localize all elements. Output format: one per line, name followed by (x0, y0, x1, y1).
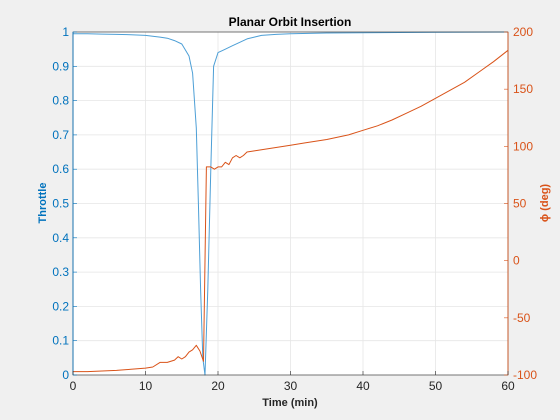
x-tick-label: 60 (501, 379, 515, 393)
x-tick-label: 40 (356, 379, 370, 393)
y-left-tick-label: 0.3 (52, 265, 69, 279)
left-axis: 0 0.1 0.2 0.3 0.4 0.5 0.6 0.7 0.8 0.9 1 (52, 25, 77, 382)
y-left-tick-label: 0.8 (52, 94, 69, 108)
y-left-tick-label: 0.2 (52, 299, 69, 313)
y-right-tick-label: -100 (513, 368, 537, 382)
series-layer (73, 31, 509, 376)
y-right-tick-label: 200 (513, 25, 533, 39)
y-axis-right-label: ϕ (deg) (539, 184, 551, 223)
y-left-tick-label: 0.4 (52, 231, 69, 245)
phi-series-line (73, 49, 509, 373)
bottom-axis: 0 10 20 30 40 50 60 (70, 371, 515, 393)
x-tick-label: 30 (284, 379, 298, 393)
y-left-tick-label: 1 (62, 25, 69, 39)
y-left-tick-label: 0.1 (52, 334, 69, 348)
y-left-tick-label: 0 (62, 368, 69, 382)
throttle-series-line (73, 31, 509, 376)
y-right-tick-label: 150 (513, 82, 533, 96)
y-right-tick-label: 100 (513, 139, 533, 153)
y-left-tick-label: 0.9 (52, 59, 69, 73)
y-right-tick-label: 0 (513, 254, 520, 268)
y-axis-left-label: Throttle (37, 183, 49, 224)
chart-title: Planar Orbit Insertion (229, 15, 352, 29)
x-axis-label: Time (min) (262, 397, 318, 409)
x-tick-label: 50 (429, 379, 443, 393)
y-left-tick-label: 0.5 (52, 197, 69, 211)
x-tick-label: 10 (139, 379, 153, 393)
x-tick-label: 20 (211, 379, 225, 393)
y-right-tick-label: -50 (513, 311, 531, 325)
y-left-tick-label: 0.7 (52, 128, 69, 142)
x-tick-label: 0 (70, 379, 77, 393)
right-axis: -100 -50 0 50 100 150 200 (504, 25, 537, 382)
y-left-tick-label: 0.6 (52, 162, 69, 176)
y-right-tick-label: 50 (513, 197, 527, 211)
